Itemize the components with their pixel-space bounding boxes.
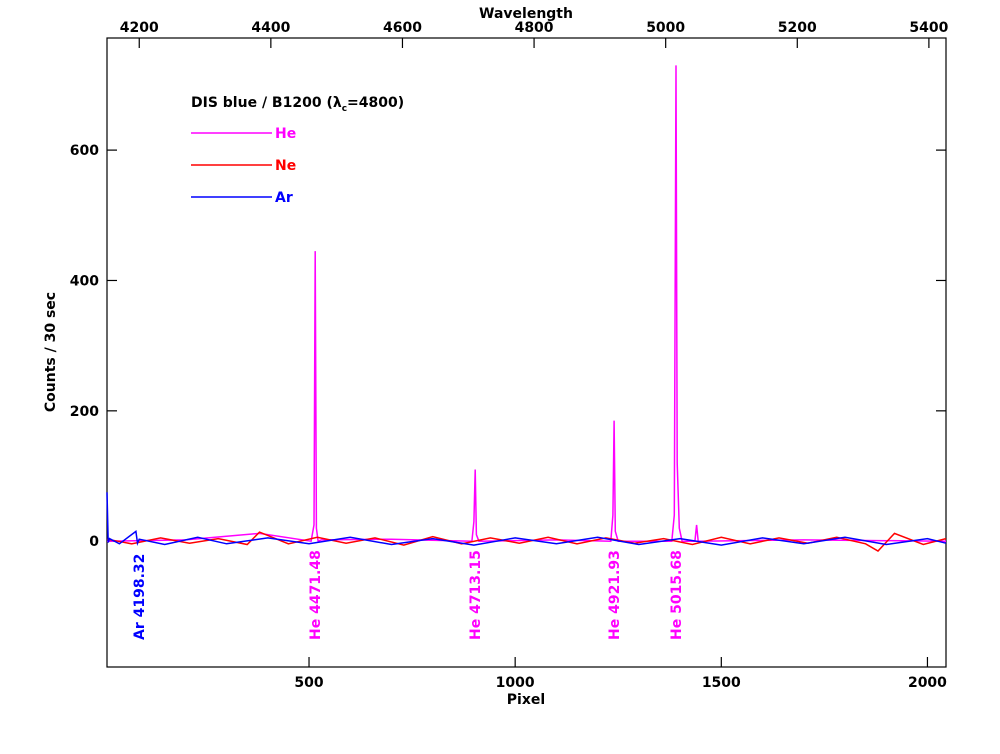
x2-tick-label: 4200 — [120, 20, 159, 36]
legend-title-subscript: c — [342, 104, 347, 114]
spectrum-line — [106, 65, 947, 543]
line-annotation: He 4713.15 — [468, 550, 484, 640]
legend-label: Ne — [275, 158, 296, 174]
x-axis-label: Pixel — [507, 692, 545, 708]
legend-title: DIS blue / B1200 (λc=4800) — [191, 95, 404, 114]
legend-title-text: DIS blue / B1200 (λ — [191, 95, 342, 111]
x2-tick-label: 4600 — [383, 20, 422, 36]
spectrum-line — [106, 492, 947, 547]
x-tick-label: 500 — [294, 675, 323, 691]
x2-tick-label: 5400 — [909, 20, 948, 36]
y-tick-label: 600 — [70, 143, 99, 159]
line-annotation: Ar 4198.32 — [132, 554, 148, 640]
x2-tick-label: 5000 — [646, 20, 685, 36]
x-tick-label: 1000 — [496, 675, 535, 691]
y-tick-label: 200 — [70, 404, 99, 420]
line-annotation: He 4921.93 — [607, 550, 623, 640]
x2-tick-label: 4800 — [515, 20, 554, 36]
line-annotation: He 5015.68 — [669, 550, 685, 640]
y-tick-label: 0 — [89, 534, 99, 550]
x2-tick-label: 4400 — [251, 20, 290, 36]
y-axis-label: Counts / 30 sec — [43, 292, 59, 412]
line-annotation: He 4471.48 — [308, 550, 324, 640]
x2-axis-label: Wavelength — [479, 6, 573, 22]
plot-frame — [106, 37, 947, 668]
legend-label: He — [275, 126, 296, 142]
x-tick-label: 2000 — [908, 675, 947, 691]
x-tick-label: 1500 — [702, 675, 741, 691]
y-tick-label: 400 — [70, 273, 99, 289]
legend-label: Ar — [275, 190, 293, 206]
x2-tick-label: 5200 — [778, 20, 817, 36]
legend-title-text: =4800) — [347, 95, 404, 111]
